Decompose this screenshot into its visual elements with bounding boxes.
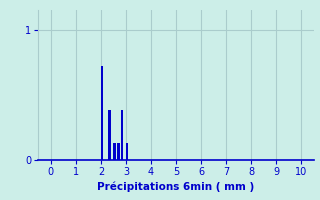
Bar xyxy=(114,143,116,160)
X-axis label: Précipitations 6min ( mm ): Précipitations 6min ( mm ) xyxy=(97,181,255,192)
Bar xyxy=(126,143,128,160)
Bar xyxy=(117,143,120,160)
Bar xyxy=(121,110,124,160)
Bar xyxy=(108,110,111,160)
Bar xyxy=(101,66,103,160)
